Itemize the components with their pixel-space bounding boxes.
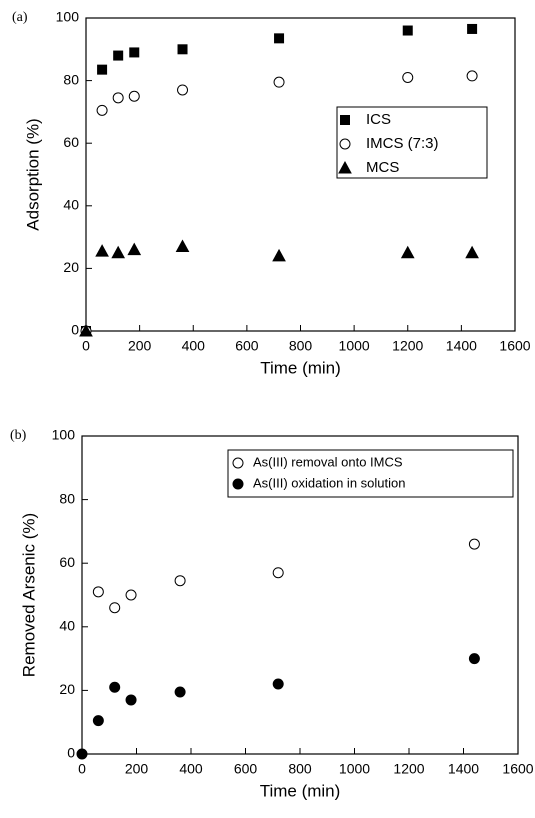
marker — [127, 242, 142, 256]
x-tick-label: 1200 — [392, 338, 423, 354]
marker — [112, 92, 124, 104]
legend-label: As(III) oxidation in solution — [253, 475, 405, 490]
y-axis-label: Adsorption (%) — [23, 118, 42, 230]
legend-marker — [338, 160, 352, 174]
marker — [467, 23, 478, 34]
legend-marker — [232, 478, 244, 490]
legend-label: As(III) removal onto IMCS — [253, 454, 403, 469]
marker — [465, 245, 479, 259]
marker — [129, 47, 140, 58]
x-axis-label: Time (min) — [260, 358, 341, 377]
marker — [125, 589, 137, 601]
marker — [96, 104, 108, 116]
marker — [273, 76, 285, 88]
marker — [177, 44, 188, 55]
legend-box — [227, 449, 514, 498]
y-tick-label: 20 — [59, 681, 75, 697]
x-tick-label: 600 — [234, 761, 258, 777]
legend-label: IMCS (7:3) — [366, 135, 439, 152]
y-tick-label: 40 — [63, 197, 79, 213]
marker — [92, 586, 104, 598]
y-tick-label: 0 — [71, 322, 79, 338]
legend-marker — [339, 138, 351, 150]
marker — [113, 50, 124, 61]
marker — [274, 33, 285, 44]
y-tick-label: 80 — [59, 490, 75, 506]
y-tick-label: 40 — [59, 618, 75, 634]
marker — [109, 602, 121, 614]
marker — [97, 64, 108, 75]
x-axis-label: Time (min) — [260, 781, 341, 800]
x-tick-label: 0 — [82, 338, 90, 354]
x-tick-label: 1600 — [502, 761, 533, 777]
marker — [272, 567, 284, 579]
y-tick-label: 60 — [63, 134, 79, 150]
y-tick-label: 60 — [59, 554, 75, 570]
marker — [111, 245, 126, 259]
y-axis-label: Removed Arsenic (%) — [19, 513, 38, 677]
legend-label: ICS — [366, 111, 391, 128]
x-tick-label: 600 — [235, 338, 259, 354]
marker — [402, 25, 413, 36]
x-tick-label: 1400 — [446, 338, 477, 354]
x-tick-label: 400 — [182, 338, 206, 354]
x-tick-label: 1200 — [393, 761, 424, 777]
x-tick-label: 800 — [288, 761, 312, 777]
marker — [402, 71, 414, 83]
marker — [76, 748, 88, 760]
marker — [174, 686, 186, 698]
y-tick-label: 80 — [63, 71, 79, 87]
y-tick-label: 20 — [63, 259, 79, 275]
marker — [272, 248, 286, 262]
marker — [95, 244, 109, 257]
legend-label: MCS — [366, 159, 399, 176]
x-tick-label: 1400 — [448, 761, 479, 777]
y-tick-label: 100 — [56, 9, 80, 25]
marker — [92, 715, 104, 727]
marker — [128, 90, 140, 102]
x-tick-label: 200 — [125, 761, 149, 777]
plot-frame — [85, 17, 516, 332]
marker — [109, 681, 121, 693]
marker — [466, 70, 478, 82]
plot-frame — [81, 435, 519, 755]
marker — [79, 323, 93, 337]
x-tick-label: 1000 — [339, 338, 370, 354]
marker — [468, 653, 480, 665]
x-tick-label: 400 — [179, 761, 203, 777]
legend-marker — [232, 457, 244, 469]
marker — [125, 694, 137, 706]
y-tick-label: 0 — [67, 745, 75, 761]
marker — [174, 575, 186, 587]
marker — [175, 239, 190, 252]
marker — [400, 245, 415, 259]
marker — [468, 538, 480, 550]
legend-marker — [340, 115, 350, 125]
panel-label: (b) — [10, 428, 27, 443]
y-tick-label: 100 — [52, 427, 76, 443]
x-tick-label: 800 — [289, 338, 313, 354]
x-tick-label: 1000 — [339, 761, 370, 777]
x-tick-label: 0 — [78, 761, 86, 777]
legend-box — [336, 106, 488, 179]
marker — [177, 84, 189, 96]
marker — [272, 678, 284, 690]
panel-label: (a) — [12, 10, 28, 25]
x-tick-label: 200 — [128, 338, 152, 354]
x-tick-label: 1600 — [499, 338, 530, 354]
